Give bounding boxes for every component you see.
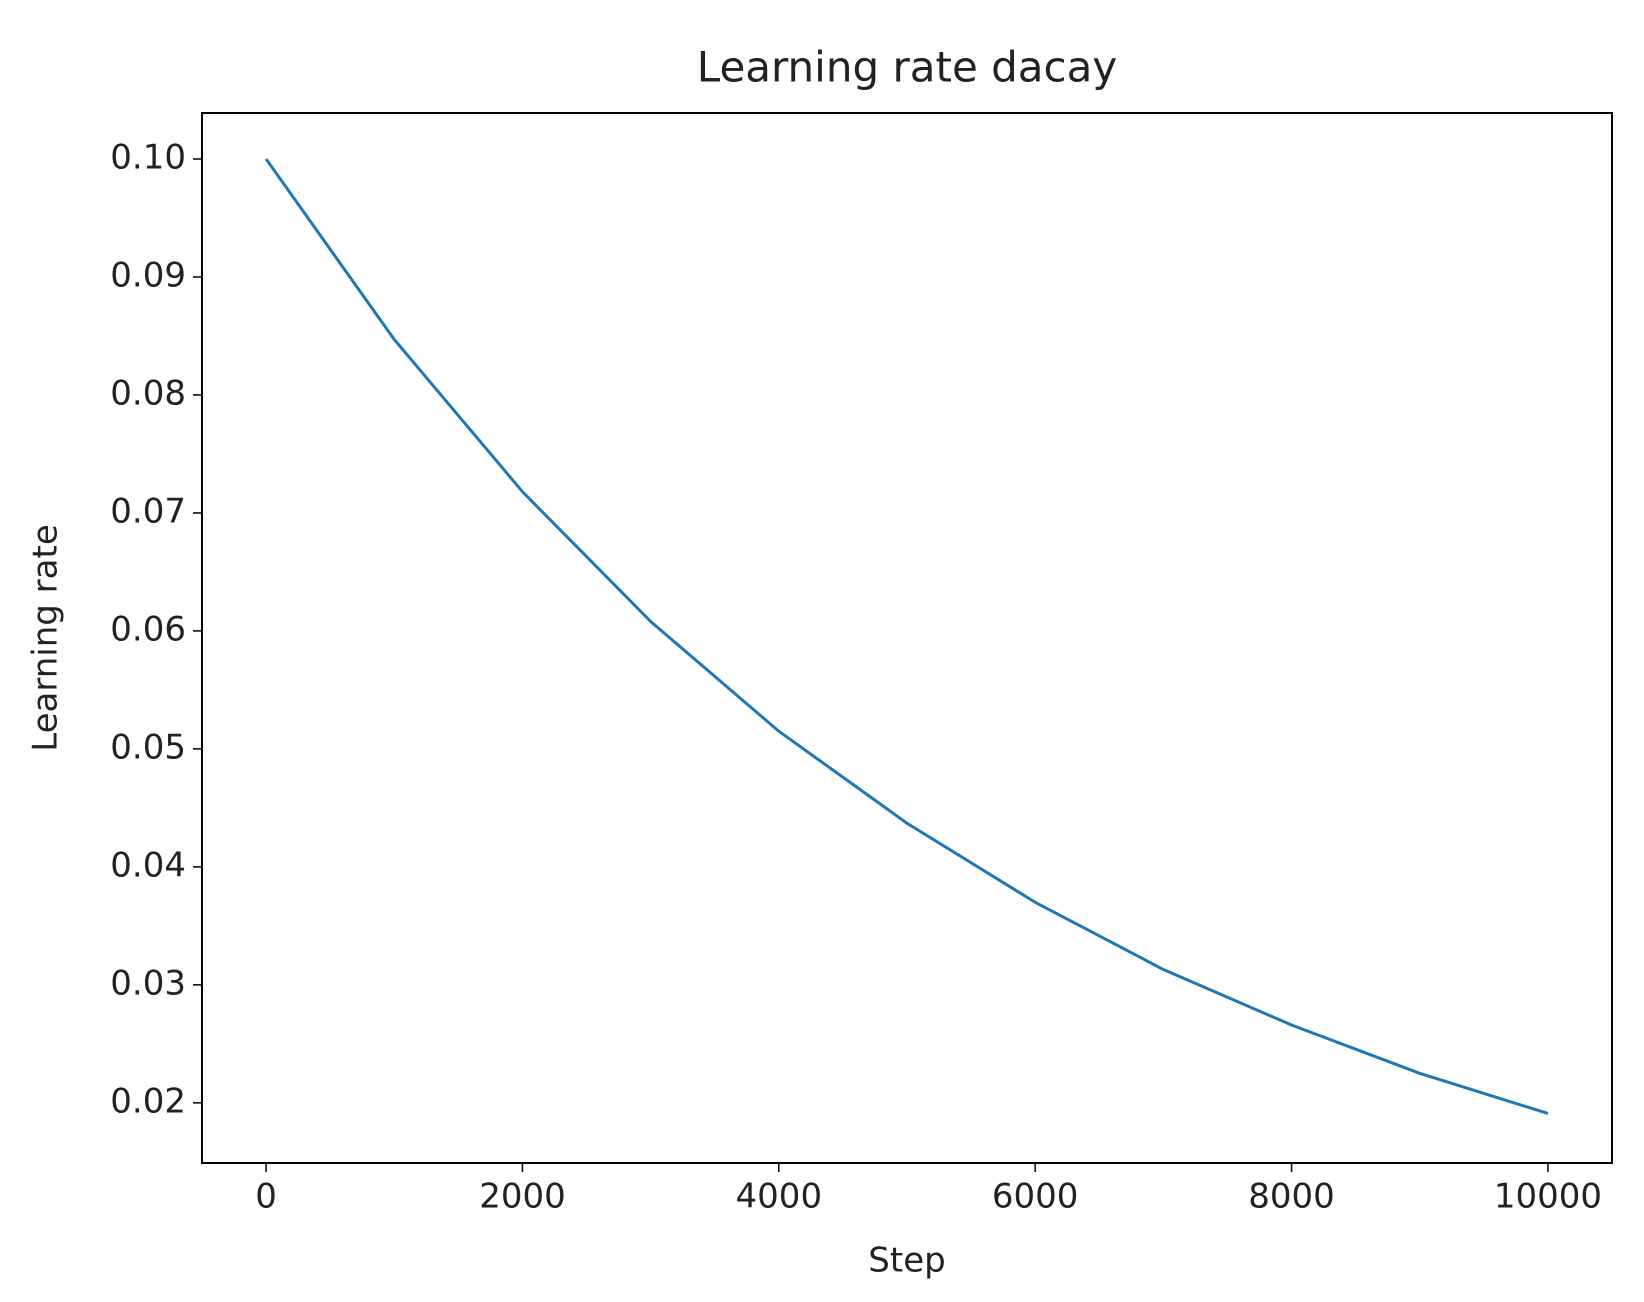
y-axis-label: Learning rate: [26, 524, 66, 751]
y-tick-label: 0.04: [110, 845, 186, 885]
plot-frame: [201, 112, 1613, 1164]
x-tick-label: 8000: [1248, 1177, 1335, 1217]
x-tick-label: 4000: [736, 1177, 823, 1217]
y-tick-label: 0.02: [110, 1081, 186, 1121]
x-axis-label: Step: [868, 1241, 945, 1281]
y-tick-label: 0.03: [110, 963, 186, 1003]
x-tick-label: 2000: [479, 1177, 566, 1217]
x-tick-label: 10000: [1494, 1177, 1602, 1217]
y-tick-label: 0.07: [110, 491, 186, 531]
y-tick-label: 0.09: [110, 255, 186, 295]
chart-title: Learning rate dacay: [697, 43, 1117, 92]
x-tick-label: 0: [255, 1177, 277, 1217]
y-tick-label: 0.06: [110, 609, 186, 649]
x-tick-label: 6000: [992, 1177, 1079, 1217]
y-tick-label: 0.05: [110, 727, 186, 767]
y-tick-label: 0.08: [110, 373, 186, 413]
line-series: [264, 158, 1549, 1115]
y-tick-label: 0.10: [110, 138, 186, 178]
